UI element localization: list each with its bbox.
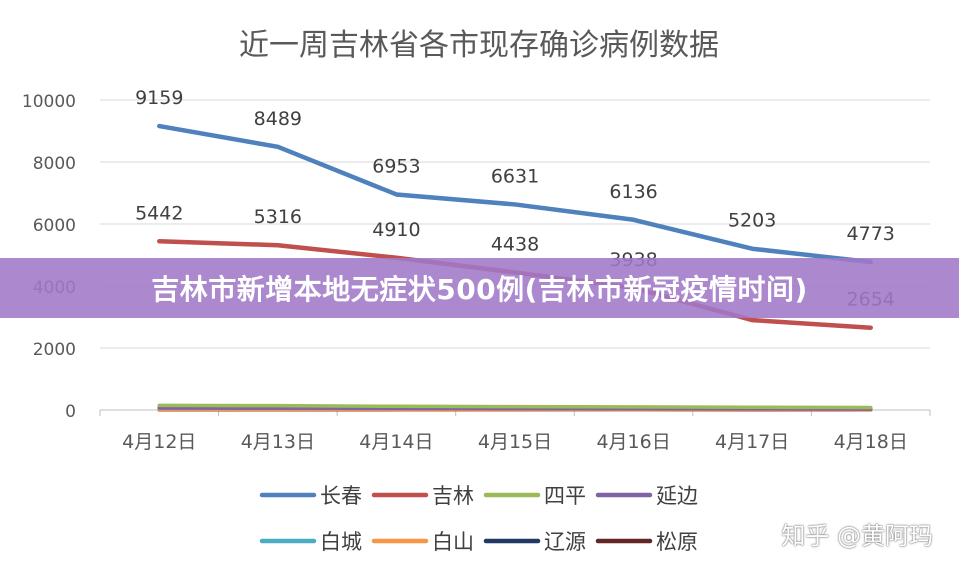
data-label: 5203 [728, 210, 776, 232]
x-tick-label: 4月16日 [596, 431, 670, 453]
headline-text: 吉林市新增本地无症状500例(吉林市新冠疫情时间) [151, 273, 808, 306]
data-label: 6136 [609, 181, 657, 203]
legend-label: 白山 [432, 530, 474, 554]
data-label: 4910 [372, 219, 420, 241]
legend-label: 四平 [544, 484, 586, 508]
x-tick-label: 4月13日 [241, 431, 315, 453]
x-tick-label: 4月18日 [834, 431, 908, 453]
data-label: 5442 [135, 202, 183, 224]
legend-label: 辽源 [544, 530, 586, 554]
y-tick-label: 8000 [33, 154, 76, 174]
series-line [157, 123, 873, 265]
legend-label: 白城 [320, 530, 362, 554]
series-lines [157, 123, 873, 412]
data-label: 9159 [135, 87, 183, 109]
legend-item: 白城 [259, 530, 362, 554]
data-label: 8489 [254, 108, 302, 130]
y-tick-label: 2000 [33, 340, 76, 360]
x-tick-label: 4月15日 [478, 431, 552, 453]
y-axis: 0200040006000800010000 [22, 92, 76, 422]
x-tick-label: 4月17日 [715, 431, 789, 453]
legend-item: 长春 [259, 484, 362, 508]
headline-banner: 吉林市新增本地无症状500例(吉林市新冠疫情时间) [0, 258, 959, 318]
legend-item: 松原 [595, 530, 698, 554]
data-label: 6631 [491, 165, 539, 187]
legend-item: 白山 [371, 530, 474, 554]
y-tick-label: 6000 [33, 216, 76, 236]
legend-label: 松原 [656, 530, 698, 554]
y-tick-label: 0 [65, 402, 76, 422]
legend-label: 长春 [320, 484, 362, 508]
x-tick-label: 4月12日 [122, 431, 196, 453]
legend-item: 辽源 [483, 530, 586, 554]
x-axis: 4月12日 4月13日 4月14日 4月15日 4月16日 4月17日 4月18日 [99, 410, 931, 453]
legend-item: 延边 [595, 484, 698, 508]
data-label: 5316 [254, 206, 302, 228]
data-label: 4438 [491, 233, 539, 255]
legend-item: 四平 [483, 484, 586, 508]
y-tick-label: 10000 [22, 92, 76, 112]
data-label: 6953 [372, 155, 420, 177]
legend-item: 吉林 [371, 484, 474, 508]
series-line [157, 403, 873, 410]
legend-label: 吉林 [432, 484, 474, 508]
watermark: 知乎 @黄阿玛 [781, 522, 933, 550]
legend-label: 延边 [656, 484, 698, 508]
chart-title: 近一周吉林省各市现存确诊病例数据 [239, 28, 719, 63]
x-tick-label: 4月14日 [359, 431, 433, 453]
data-label: 4773 [847, 223, 895, 245]
